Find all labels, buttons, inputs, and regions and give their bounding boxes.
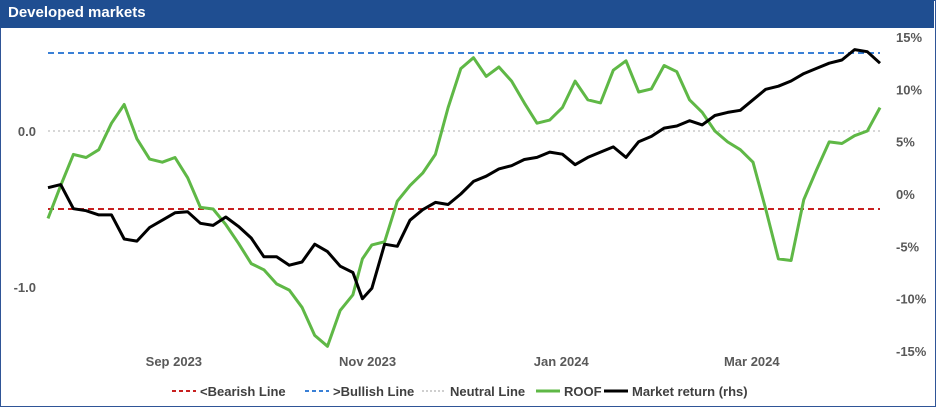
series-line-roof [46, 56, 882, 348]
series-line-market-return [47, 48, 882, 301]
right-axis-tick: -15% [896, 344, 927, 359]
x-axis-tick: Nov 2023 [339, 354, 396, 369]
legend-label-2: Neutral Line [450, 384, 525, 399]
legend-label-1: >Bullish Line [333, 384, 414, 399]
x-axis-tick: Jan 2024 [534, 354, 590, 369]
legend-label-3: ROOF [564, 384, 602, 399]
legend-label-4: Market return (rhs) [632, 384, 748, 399]
legend-label-0: <Bearish Line [200, 384, 286, 399]
left-axis-tick: 0.0 [18, 124, 36, 139]
right-axis-tick: -10% [896, 292, 927, 307]
right-axis-tick: -5% [896, 239, 920, 254]
right-axis-tick: 10% [896, 82, 922, 97]
right-axis-tick: 15% [896, 30, 922, 45]
chart-title-bar: Developed markets [0, 0, 934, 28]
left-axis-tick: -1.0 [14, 280, 36, 295]
x-axis-tick: Mar 2024 [724, 354, 780, 369]
right-axis-tick: 0% [896, 187, 915, 202]
chart-title: Developed markets [8, 4, 146, 21]
right-axis-tick: 5% [896, 135, 915, 150]
x-axis-tick: Sep 2023 [146, 354, 202, 369]
